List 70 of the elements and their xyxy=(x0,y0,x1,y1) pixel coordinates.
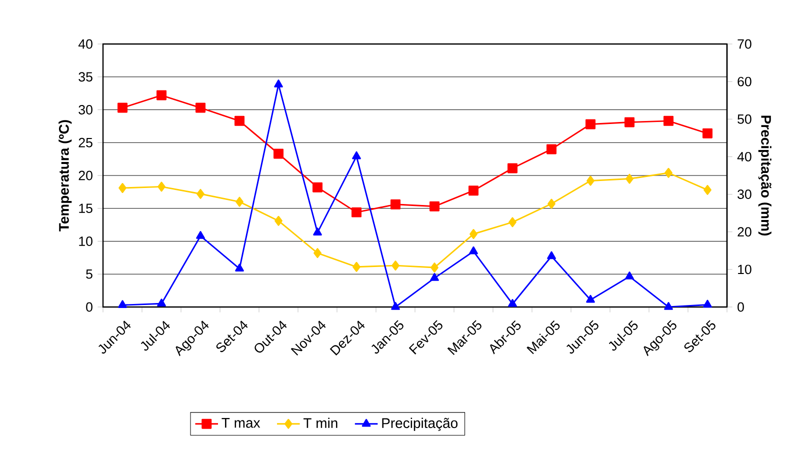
point xyxy=(156,90,167,100)
y2-tick-label: 10 xyxy=(738,264,752,274)
point xyxy=(312,182,323,192)
y2-axis-title: Precipitação (mm) xyxy=(758,116,772,236)
point xyxy=(158,182,166,192)
point xyxy=(352,207,362,218)
point xyxy=(546,144,556,154)
point xyxy=(625,272,634,280)
y-tick-label: 30 xyxy=(78,105,92,114)
y-tick-label: 5 xyxy=(86,269,92,279)
point xyxy=(118,182,126,193)
point xyxy=(704,184,712,195)
point xyxy=(626,174,634,184)
point xyxy=(196,188,204,199)
point xyxy=(430,273,439,281)
point xyxy=(547,251,556,260)
point xyxy=(274,148,284,159)
point xyxy=(430,262,438,273)
y2-tick-label: 0 xyxy=(738,302,744,312)
point xyxy=(157,298,166,306)
point xyxy=(274,216,282,226)
point xyxy=(352,151,361,160)
point xyxy=(430,201,440,212)
point xyxy=(118,102,128,113)
y-axis-title: Temperatura (ºC) xyxy=(58,120,72,232)
y2-tick-label: 70 xyxy=(738,39,752,49)
point xyxy=(470,229,478,240)
point xyxy=(274,80,283,88)
point xyxy=(391,302,400,310)
legend-label: T min xyxy=(303,418,338,428)
y-tick-label: 35 xyxy=(78,72,92,82)
point xyxy=(234,116,245,126)
point xyxy=(468,186,478,196)
point xyxy=(664,302,673,310)
point xyxy=(663,116,674,126)
point xyxy=(469,246,478,254)
legend-label: T max xyxy=(222,418,260,428)
point xyxy=(508,298,517,307)
point xyxy=(235,264,244,272)
point xyxy=(508,217,516,228)
y-tick-label: 0 xyxy=(86,302,92,312)
point xyxy=(314,248,322,258)
y-tick-label: 25 xyxy=(78,138,92,148)
y-tick-label: 20 xyxy=(78,170,92,180)
point xyxy=(702,128,712,138)
point xyxy=(585,119,596,130)
point xyxy=(703,300,712,308)
point xyxy=(624,117,634,128)
point xyxy=(586,176,594,186)
y2-tick-label: 40 xyxy=(737,152,752,162)
point xyxy=(196,102,206,113)
y2-tick-label: 20 xyxy=(738,227,752,237)
point xyxy=(586,294,595,303)
point xyxy=(508,163,518,174)
point xyxy=(392,260,400,271)
point xyxy=(196,230,205,239)
point xyxy=(352,262,360,272)
y2-tick-label: 50 xyxy=(738,114,752,124)
point xyxy=(236,196,244,207)
legend-label: Precipitação xyxy=(382,418,458,431)
point xyxy=(548,198,556,209)
point xyxy=(118,300,127,308)
y-tick-label: 15 xyxy=(79,204,92,214)
y-tick-label: 10 xyxy=(79,236,92,246)
y2-tick-label: 60 xyxy=(738,76,752,86)
y-tick-label: 40 xyxy=(78,39,92,49)
point xyxy=(313,228,322,236)
point xyxy=(390,199,401,210)
point xyxy=(664,168,672,178)
y2-tick-label: 30 xyxy=(738,190,752,199)
